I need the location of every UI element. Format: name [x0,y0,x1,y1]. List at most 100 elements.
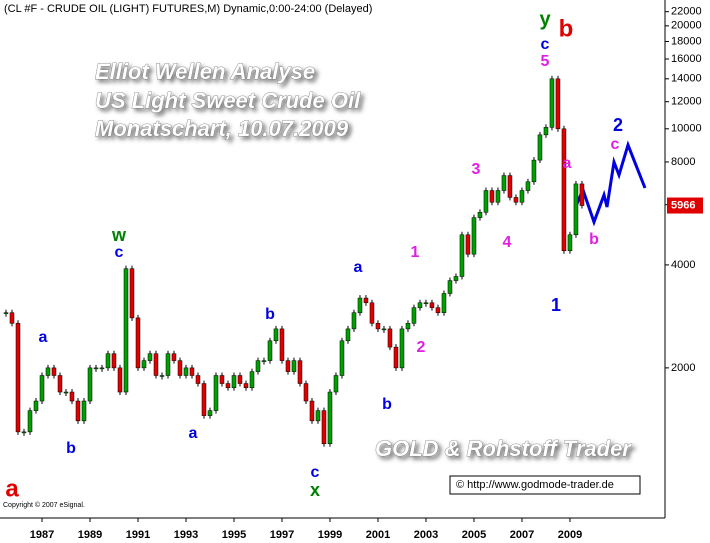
candle [573,183,579,236]
candle [489,190,495,203]
candle [507,175,513,198]
candle [423,302,429,305]
candle [45,367,51,376]
candle [39,375,45,402]
candle [69,391,75,402]
candle [549,78,555,128]
candle [309,400,315,422]
candle [249,371,255,388]
candle [363,297,369,304]
x-tick-label: 2009 [558,529,582,541]
projection [573,140,647,227]
x-tick-label: 1987 [30,529,54,541]
wave-label: c [541,36,550,53]
wave-label: 1 [411,244,420,261]
candle [213,375,219,411]
candle [183,367,189,376]
x-tick-label: 2003 [414,529,438,541]
candle [339,340,345,376]
candle [567,234,573,252]
candle [87,367,93,402]
y-tick-label: 10000 [671,123,702,135]
watermark: Elliot Wellen Analyse US Light Sweet Cru… [95,58,633,461]
candle [291,360,297,372]
wave-label: 2 [613,115,623,135]
candle [165,353,171,376]
candle [495,190,501,203]
wave-label: b [559,15,574,42]
x-tick-label: 1993 [174,529,198,541]
url-box [449,475,641,495]
candle [429,302,435,308]
y-tick-label: 22000 [671,6,702,18]
wave-label: a [354,259,363,276]
candle [393,346,399,369]
candle [411,307,417,324]
candle [147,353,153,361]
candle [153,353,159,376]
last-price: 5966 [671,199,695,211]
candle [513,197,519,203]
candle [33,400,39,411]
wave-label: 2 [417,339,426,356]
candle [387,328,393,348]
candle [93,367,99,370]
candle [3,312,9,314]
x-tick-label: 1995 [222,529,246,541]
candle [555,78,561,130]
candle [141,360,147,369]
wave-label: b [589,231,599,248]
candle [267,340,273,361]
wave-label: 3 [472,161,481,178]
wave-label: a [189,425,198,442]
candle [105,353,111,369]
x-tick-label: 1989 [78,529,102,541]
y-tick-label: 4000 [671,259,695,271]
last-price-box [667,197,703,214]
candle [435,307,441,313]
wave-label: 4 [503,234,512,251]
wave-label: c [611,136,620,153]
candle [315,410,321,422]
wave-label: 5 [541,53,550,70]
candle [297,360,303,384]
candle [345,328,351,342]
candle [279,328,285,361]
candle [117,367,123,393]
candle [579,183,585,206]
candle [81,400,87,422]
y-tick-label: 14000 [671,73,702,85]
wave-label: w [111,225,127,245]
candle [417,302,423,308]
y-tick-label: 16000 [671,53,702,65]
candle [261,360,267,362]
candle [57,375,63,393]
x-tick-label: 1999 [318,529,342,541]
wave-label: y [539,8,551,30]
candle [285,360,291,372]
y-tick-label: 18000 [671,35,702,47]
x-tick-label: 2005 [462,529,486,541]
candle [477,212,483,218]
candle [333,375,339,393]
candle [219,375,225,384]
wave-label: x [310,480,320,500]
y-tick-label: 12000 [671,96,702,108]
y-tick-label: 2000 [671,362,695,374]
candle [201,383,207,416]
watermark-line: Monatschart, 10.07.2009 [95,116,349,141]
candle [453,276,459,281]
candle [531,159,537,183]
x-tick-label: 2007 [510,529,534,541]
candle [75,400,81,422]
candle [369,302,375,324]
candle [225,383,231,388]
candle [303,383,309,402]
wave-label: c [311,464,320,481]
candle [63,391,69,394]
y-tick-label: 8000 [671,156,695,168]
wave-label: b [265,306,275,323]
candle [273,328,279,342]
candle [543,127,549,136]
candle [471,217,477,255]
